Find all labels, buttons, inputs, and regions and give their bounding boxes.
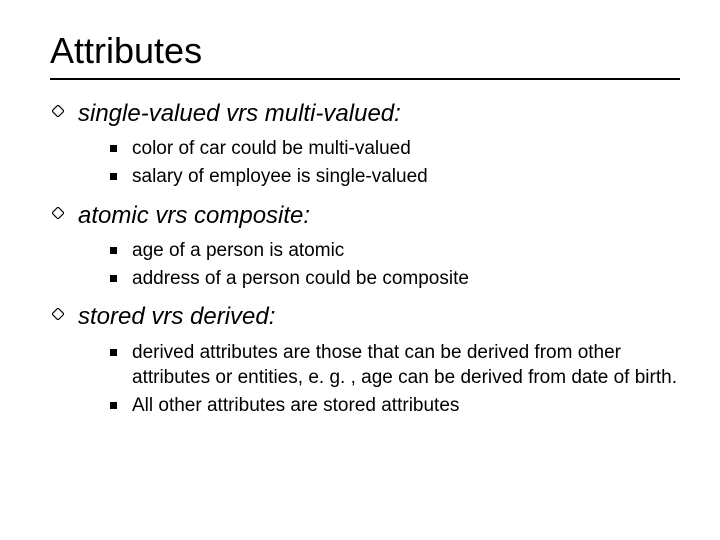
square-bullet-icon	[110, 275, 117, 282]
list-item: All other attributes are stored attribut…	[110, 393, 680, 419]
item-text: derived attributes are those that can be…	[132, 342, 677, 389]
diamond-bullet-icon	[52, 207, 64, 219]
square-bullet-icon	[110, 247, 117, 254]
slide: Attributes single-valued vrs multi-value…	[0, 0, 720, 540]
section-label: single-valued vrs multi-valued:	[78, 100, 401, 127]
square-bullet-icon	[110, 402, 117, 409]
item-text: age of a person is atomic	[132, 240, 344, 261]
title-underline	[50, 78, 680, 80]
section-label: atomic vrs composite:	[78, 202, 310, 229]
section-item: single-valued vrs multi-valued: color of…	[50, 98, 680, 190]
level2-list: derived attributes are those that can be…	[110, 340, 680, 419]
level2-list: color of car could be multi-valued salar…	[110, 136, 680, 189]
square-bullet-icon	[110, 173, 117, 180]
list-item: color of car could be multi-valued	[110, 136, 680, 162]
level2-list: age of a person is atomic address of a p…	[110, 238, 680, 291]
list-item: address of a person could be composite	[110, 266, 680, 292]
item-text: address of a person could be composite	[132, 268, 469, 289]
list-item: salary of employee is single-valued	[110, 164, 680, 190]
section-item: atomic vrs composite: age of a person is…	[50, 200, 680, 292]
item-text: salary of employee is single-valued	[132, 166, 428, 187]
slide-title: Attributes	[50, 30, 680, 72]
list-item: derived attributes are those that can be…	[110, 340, 680, 391]
square-bullet-icon	[110, 349, 117, 356]
diamond-bullet-icon	[52, 105, 64, 117]
section-label: stored vrs derived:	[78, 303, 275, 330]
square-bullet-icon	[110, 145, 117, 152]
diamond-bullet-icon	[52, 308, 64, 320]
section-item: stored vrs derived: derived attributes a…	[50, 301, 680, 418]
item-text: color of car could be multi-valued	[132, 138, 411, 159]
list-item: age of a person is atomic	[110, 238, 680, 264]
item-text: All other attributes are stored attribut…	[132, 395, 459, 416]
level1-list: single-valued vrs multi-valued: color of…	[50, 98, 680, 419]
